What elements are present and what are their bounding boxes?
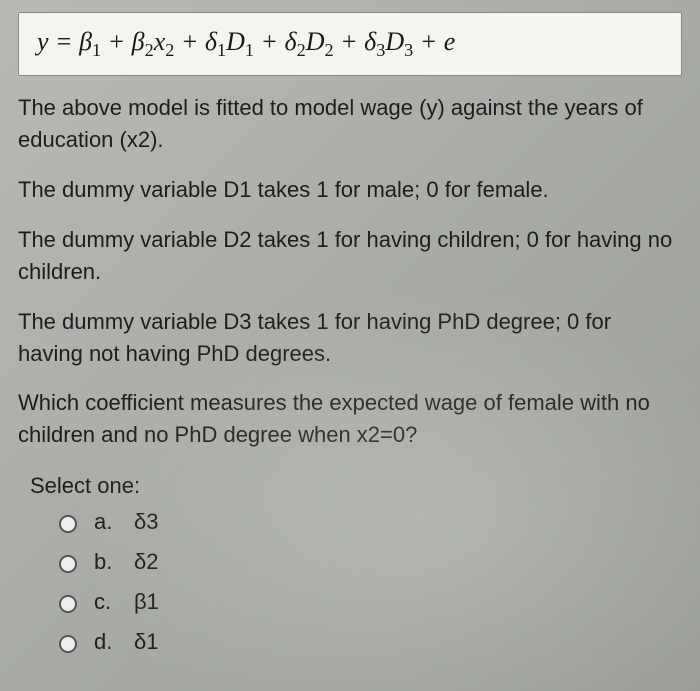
radio-b[interactable] bbox=[59, 555, 77, 573]
radio-a[interactable] bbox=[59, 515, 77, 533]
option-b: b. δ2 bbox=[54, 549, 682, 575]
radio-c[interactable] bbox=[59, 595, 77, 613]
option-letter: a. bbox=[94, 509, 120, 535]
option-value: δ1 bbox=[134, 629, 158, 655]
paragraph-question: Which coefficient measures the expected … bbox=[18, 387, 682, 451]
option-letter: c. bbox=[94, 589, 120, 615]
paragraph-intro: The above model is fitted to model wage … bbox=[18, 92, 682, 156]
option-value: δ2 bbox=[134, 549, 158, 575]
select-one-label: Select one: bbox=[30, 473, 682, 499]
radio-d[interactable] bbox=[59, 635, 77, 653]
paragraph-d1: The dummy variable D1 takes 1 for male; … bbox=[18, 174, 682, 206]
option-c: c. β1 bbox=[54, 589, 682, 615]
equation-text: y = β1 + β2x2 + δ1D1 + δ2D2 + δ3D3 + e bbox=[37, 27, 455, 56]
equation-box: y = β1 + β2x2 + δ1D1 + δ2D2 + δ3D3 + e bbox=[18, 12, 682, 76]
option-value: δ3 bbox=[134, 509, 158, 535]
option-letter: b. bbox=[94, 549, 120, 575]
options-list: a. δ3 b. δ2 c. β1 d. δ1 bbox=[54, 509, 682, 655]
paragraph-d3: The dummy variable D3 takes 1 for having… bbox=[18, 306, 682, 370]
option-a: a. δ3 bbox=[54, 509, 682, 535]
option-d: d. δ1 bbox=[54, 629, 682, 655]
option-value: β1 bbox=[134, 589, 159, 615]
paragraph-d2: The dummy variable D2 takes 1 for having… bbox=[18, 224, 682, 288]
option-letter: d. bbox=[94, 629, 120, 655]
question-page: y = β1 + β2x2 + δ1D1 + δ2D2 + δ3D3 + e T… bbox=[0, 0, 700, 687]
